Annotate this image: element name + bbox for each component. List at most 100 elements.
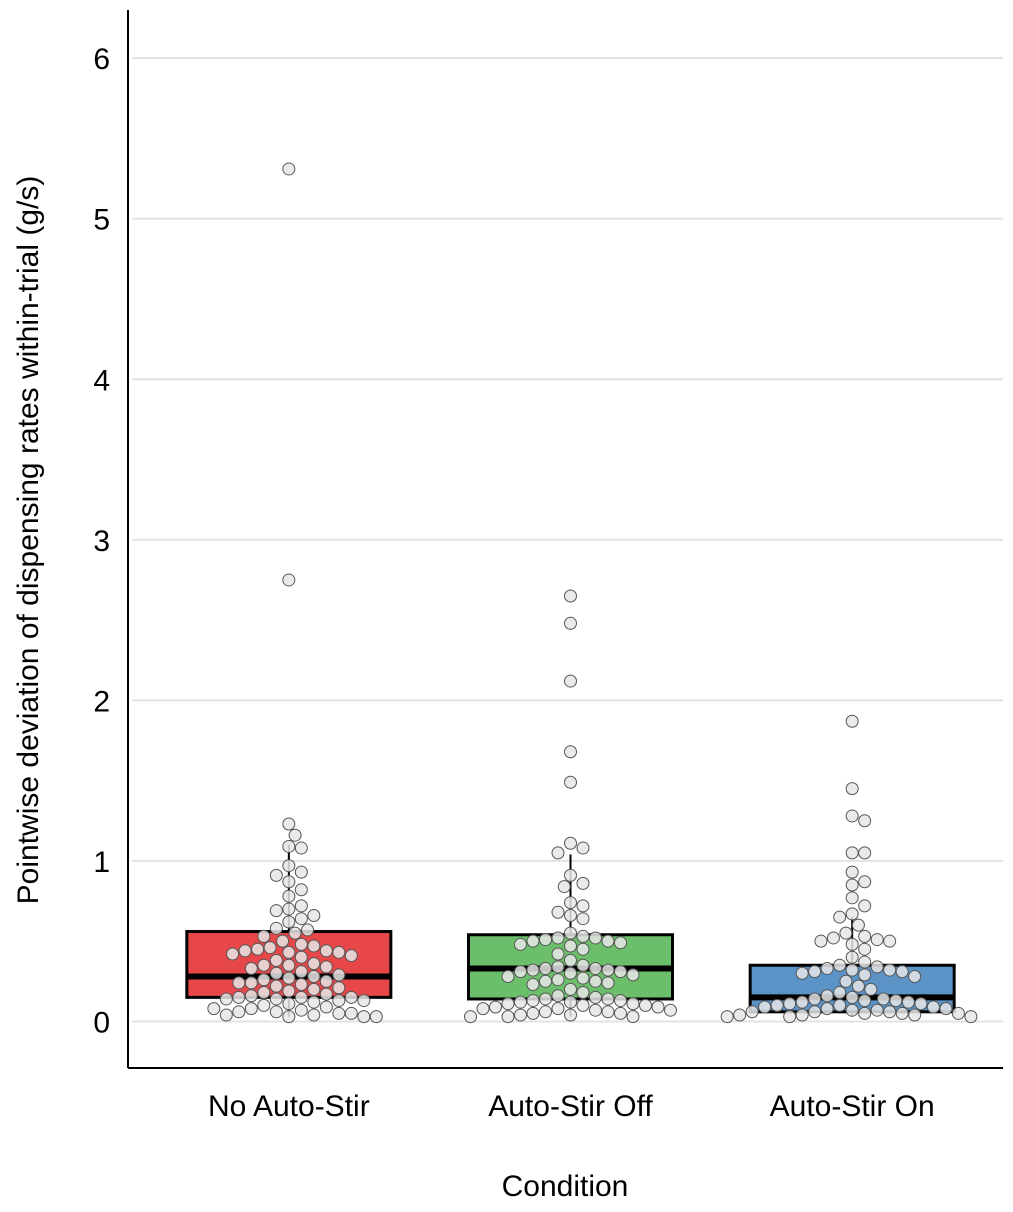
- data-point: [858, 942, 872, 956]
- data-point: [926, 1000, 940, 1014]
- data-point: [626, 968, 640, 982]
- data-point: [951, 1006, 965, 1020]
- data-point: [576, 912, 590, 926]
- data-point: [589, 931, 602, 945]
- data-point: [282, 817, 296, 831]
- data-point: [257, 958, 271, 972]
- data-point: [576, 942, 590, 956]
- data-point: [845, 714, 859, 728]
- data-point: [294, 950, 308, 964]
- data-point: [601, 963, 615, 977]
- data-point: [282, 984, 296, 998]
- data-point: [282, 902, 296, 916]
- data-point: [870, 960, 884, 974]
- data-point: [219, 1008, 233, 1022]
- data-point: [614, 1006, 627, 1020]
- data-point: [576, 971, 590, 985]
- data-point: [357, 1010, 371, 1024]
- data-point: [294, 990, 308, 1004]
- data-point: [864, 982, 878, 996]
- data-point: [207, 1002, 221, 1016]
- data-point: [858, 994, 872, 1008]
- data-point: [282, 915, 296, 929]
- data-point: [601, 1005, 615, 1019]
- data-point: [464, 1010, 477, 1024]
- data-point: [589, 974, 602, 988]
- data-point: [357, 994, 371, 1008]
- data-point: [833, 998, 847, 1012]
- data-point: [845, 846, 859, 860]
- data-point: [883, 1005, 897, 1019]
- data-point: [344, 1006, 358, 1020]
- data-point: [244, 989, 258, 1003]
- data-point: [501, 969, 515, 983]
- data-point: [551, 905, 565, 919]
- data-point: [839, 974, 853, 988]
- y-tick-label: 2: [93, 685, 110, 718]
- data-point: [294, 937, 308, 951]
- data-point: [870, 933, 884, 947]
- data-point: [294, 899, 308, 913]
- data-point: [845, 878, 859, 892]
- data-point: [845, 782, 859, 796]
- data-point: [589, 1003, 602, 1017]
- data-point: [876, 992, 890, 1006]
- data-point: [369, 1010, 383, 1024]
- data-point: [883, 934, 897, 948]
- data-point: [870, 1003, 884, 1017]
- data-point: [282, 958, 296, 972]
- data-point: [614, 965, 627, 979]
- data-point: [282, 573, 296, 587]
- data-point: [758, 1000, 772, 1014]
- data-point: [576, 958, 590, 972]
- data-point: [514, 1008, 527, 1022]
- data-point: [564, 616, 577, 630]
- data-point: [244, 961, 258, 975]
- data-point: [845, 1003, 859, 1017]
- data-point: [251, 942, 265, 956]
- data-point: [294, 841, 308, 855]
- data-point: [845, 891, 859, 905]
- data-point: [319, 944, 333, 958]
- data-point: [557, 880, 571, 894]
- data-point: [269, 1005, 283, 1019]
- data-point: [845, 990, 859, 1004]
- data-point: [551, 846, 565, 860]
- y-tick-label: 3: [93, 525, 110, 558]
- data-point: [269, 992, 283, 1006]
- data-point: [845, 950, 859, 964]
- y-tick-label: 5: [93, 204, 110, 237]
- x-tick-label: Auto-Stir On: [770, 1090, 935, 1123]
- data-point: [501, 997, 515, 1011]
- data-point: [808, 992, 822, 1006]
- data-point: [282, 971, 296, 985]
- data-point: [307, 995, 321, 1009]
- data-point: [332, 1006, 346, 1020]
- data-point: [720, 1010, 734, 1024]
- data-point: [526, 934, 540, 948]
- data-point: [564, 836, 577, 850]
- data-point: [795, 995, 809, 1009]
- data-point: [601, 976, 615, 990]
- data-point: [614, 994, 627, 1008]
- data-point: [908, 969, 922, 983]
- data-point: [564, 939, 577, 953]
- data-point: [307, 982, 321, 996]
- data-point: [845, 963, 859, 977]
- data-point: [282, 1010, 296, 1024]
- data-point: [845, 809, 859, 823]
- data-point: [226, 947, 240, 961]
- data-point: [851, 979, 865, 993]
- data-point: [614, 936, 627, 950]
- data-point: [294, 978, 308, 992]
- data-point: [257, 998, 271, 1012]
- data-point: [820, 1002, 834, 1016]
- data-point: [858, 955, 872, 969]
- y-tick-label: 1: [93, 846, 110, 879]
- data-point: [564, 868, 577, 882]
- data-point: [589, 990, 602, 1004]
- data-point: [858, 929, 872, 943]
- data-point: [783, 1010, 797, 1024]
- data-point: [319, 960, 333, 974]
- data-point: [795, 966, 809, 980]
